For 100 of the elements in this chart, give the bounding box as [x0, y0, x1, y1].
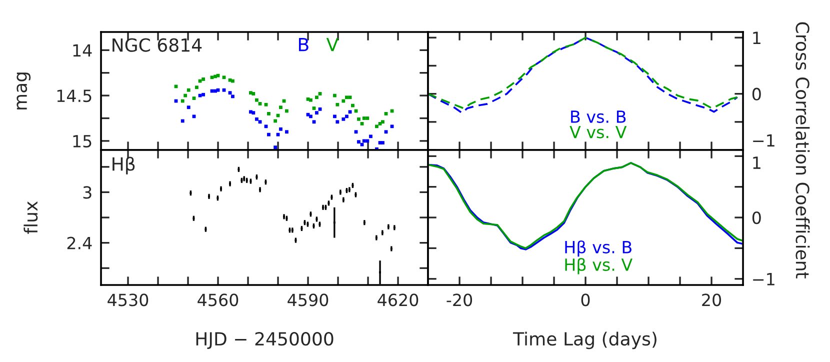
y-axis-title: mag — [16, 72, 31, 110]
point — [348, 96, 352, 100]
point — [333, 94, 336, 98]
x-axis-title: HJD − 2450000 — [196, 332, 334, 350]
point — [252, 92, 256, 96]
point — [309, 114, 312, 118]
point — [312, 120, 316, 124]
point — [186, 88, 190, 92]
point — [228, 91, 232, 95]
point — [384, 130, 388, 134]
point — [252, 111, 256, 114]
point — [216, 88, 220, 92]
point — [192, 96, 196, 100]
series-label: Hβ vs. V — [565, 258, 632, 274]
x-axis-title: Time Lag (days) — [512, 332, 656, 350]
point — [255, 98, 258, 102]
point — [195, 86, 198, 90]
point — [222, 88, 226, 92]
x-tick-label: 4620 — [378, 294, 418, 306]
point — [351, 104, 354, 108]
point — [264, 102, 268, 106]
point — [318, 107, 322, 111]
point — [202, 78, 206, 81]
y-tick-label: 15 — [73, 135, 92, 148]
y-tick-label: 0 — [752, 211, 761, 224]
y-tick-label: −1 — [753, 273, 774, 286]
point — [279, 106, 282, 110]
y-tick-label: 14 — [73, 44, 92, 56]
x-tick-label: 4590 — [288, 294, 328, 306]
point — [381, 141, 384, 144]
point — [318, 92, 322, 96]
point — [258, 120, 262, 124]
point — [375, 124, 378, 128]
y-axis-title: Cross Correlation Coefficient — [796, 22, 810, 278]
point — [345, 114, 348, 118]
point — [267, 112, 270, 116]
point — [192, 114, 196, 118]
y-tick-label: −1 — [753, 134, 774, 147]
y-axis-title: flux — [24, 201, 38, 234]
point — [180, 119, 184, 123]
annotation: NGC 6814 — [112, 38, 202, 52]
y-tick-label: 0 — [752, 88, 761, 100]
text: V — [326, 38, 338, 52]
point — [362, 139, 366, 143]
point — [210, 76, 214, 80]
point — [231, 94, 234, 98]
point — [285, 109, 288, 113]
point — [258, 102, 262, 106]
point — [342, 117, 346, 121]
series-label: Hβ vs. B — [565, 240, 632, 257]
point — [216, 74, 220, 78]
point — [381, 120, 384, 124]
point — [231, 79, 234, 83]
point — [309, 98, 312, 102]
x-tick-label: 4530 — [108, 294, 148, 306]
text: B vs. B — [571, 110, 626, 123]
point — [255, 117, 258, 121]
point — [315, 96, 318, 100]
x-tick-label: 20 — [702, 294, 722, 306]
text: V vs. V — [570, 126, 627, 138]
point — [279, 127, 282, 131]
point — [184, 94, 188, 98]
point — [357, 117, 360, 121]
point — [285, 130, 288, 134]
point — [312, 106, 316, 110]
point — [267, 132, 270, 136]
point — [366, 139, 370, 143]
point — [336, 102, 340, 106]
point — [345, 96, 348, 100]
point — [315, 111, 318, 114]
point — [336, 120, 340, 124]
x-tick-label: -20 — [446, 294, 472, 306]
point — [274, 119, 278, 123]
y-tick-label: 1 — [753, 156, 760, 169]
point — [366, 116, 370, 120]
point — [348, 110, 352, 114]
x-tick-label: 4560 — [198, 294, 238, 306]
point — [180, 99, 184, 103]
point — [264, 124, 268, 128]
point — [360, 122, 364, 126]
y-tick-label: 1 — [753, 32, 760, 44]
point — [274, 146, 278, 149]
point — [362, 116, 366, 120]
annotation: Hβ — [112, 156, 135, 174]
point — [384, 112, 388, 116]
point — [342, 99, 346, 103]
y-tick-label: 2.4 — [67, 236, 92, 250]
point — [360, 142, 364, 146]
y-tick-label: 14.5 — [57, 90, 92, 102]
point — [369, 134, 372, 138]
point — [357, 140, 360, 144]
point — [202, 92, 206, 96]
point — [390, 124, 394, 128]
point — [276, 132, 280, 136]
point — [186, 106, 190, 110]
point — [222, 76, 226, 80]
x-tick-label: 0 — [581, 294, 590, 306]
y-tick-label: 3 — [83, 186, 92, 199]
text: B — [298, 38, 308, 52]
point — [354, 130, 358, 134]
